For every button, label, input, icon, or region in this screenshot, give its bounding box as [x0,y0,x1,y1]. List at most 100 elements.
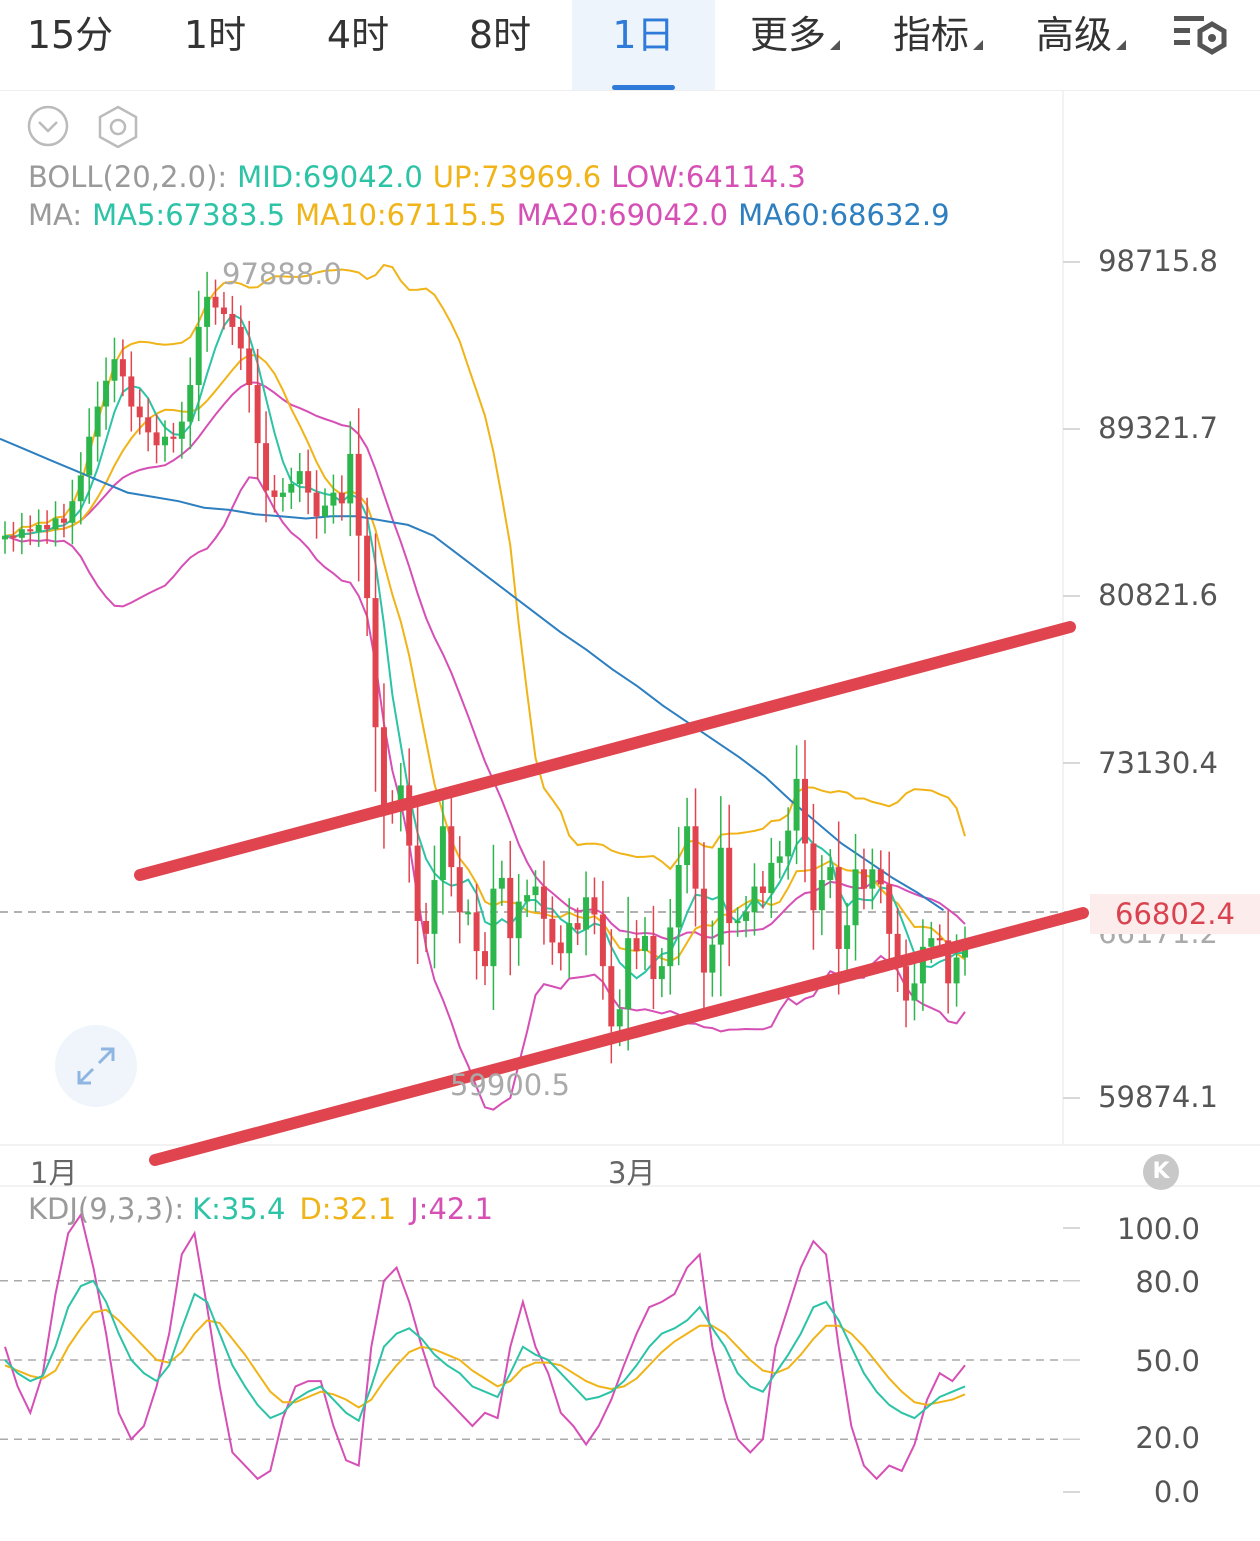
candle-body [187,385,194,422]
chart-settings-icon[interactable] [1172,10,1230,60]
candle-body [439,826,446,881]
candle-body [482,951,488,967]
tab-8h[interactable]: 8时 [430,0,570,90]
candle-body [288,484,295,493]
candle-body [793,778,800,831]
price-axis-label: 73130.4 [1098,746,1218,780]
candle-body [936,938,943,941]
ma60-value: MA60:68632.9 [738,198,950,232]
candle-body [372,598,379,728]
tab-label: 15分 [26,13,114,57]
candle-body [18,529,25,538]
tab-4h[interactable]: 4时 [288,0,428,90]
candle-body [448,826,455,868]
chevron-down-circle-icon[interactable] [27,105,69,147]
candle-body [692,826,699,889]
candle-body [734,920,741,924]
candle-body [153,432,160,446]
hexagon-gear-icon[interactable] [98,105,138,148]
max-price-label: 97888.0 [222,257,342,291]
candle-body [229,313,236,327]
date-axis-label: 1月 [30,1156,78,1190]
current-price-tag: 66802.4 [1090,894,1260,934]
candle-body [540,886,547,919]
tab-1d[interactable]: 1日 [572,0,715,90]
candle-body [776,856,783,863]
candle-body [869,869,876,889]
candle-body [128,376,135,407]
candle-body [330,492,337,506]
candle-body [616,1009,623,1027]
tab-1h[interactable]: 1时 [145,0,285,90]
candle-body [364,535,371,599]
candle-body [246,348,253,386]
candle-body [103,380,110,407]
candle-body [886,884,893,934]
candle-body [726,847,733,924]
ma60-line [0,437,945,912]
candle-body [700,888,707,973]
candle-body [60,518,67,523]
tab-advanced[interactable]: 高级 [1016,0,1146,90]
candle-body [532,886,539,896]
candle-body [684,826,691,865]
candle-body [574,923,581,930]
kdj-axis-label: 0.0 [1153,1475,1200,1509]
candle-body [397,785,404,810]
candle-body [254,385,261,444]
candle-body [759,886,766,893]
price-axis-label: 80821.6 [1098,578,1218,612]
expand-arrows-icon[interactable] [55,1025,137,1107]
candle-body [515,901,522,939]
candle-body [566,923,573,954]
candle-body [557,942,564,954]
candle-body [313,492,320,517]
kline-badge-icon[interactable]: K [1143,1154,1179,1190]
candle-body [431,880,438,934]
tab-label: 8时 [468,13,532,57]
candle-body [414,845,421,921]
candle-body [347,453,354,504]
tab-more[interactable]: 更多 [730,0,860,90]
candle-body [465,912,472,915]
tab-label: 1时 [183,13,247,57]
candle-body [844,925,851,949]
boll-low: LOW:64114.3 [611,160,806,194]
lower-channel-line [149,907,1089,1166]
candle-body [27,529,34,532]
candle-body [633,938,640,952]
tab-indicators[interactable]: 指标 [873,0,1003,90]
candle-body [178,421,185,439]
candle-body [675,864,682,928]
candle-body [642,936,648,952]
candle-body [296,471,303,485]
tab-15m[interactable]: 15分 [0,0,140,90]
candle-body [877,869,884,885]
candle-body [111,359,118,381]
candle-body [953,957,960,984]
candle-body [2,535,8,540]
candle-body [220,307,227,314]
price-axis-label: 98715.8 [1098,244,1218,278]
candle-body [237,326,244,349]
upper-channel-line [134,621,1076,881]
kdj-j: J:42.1 [410,1192,494,1226]
candle-body [583,897,590,930]
candle-body [170,436,177,439]
tab-label: 更多 [749,13,826,57]
candle-body [162,436,168,446]
candle-body [962,944,968,958]
ma20-line [4,381,966,942]
kdj-axis-label: 20.0 [1135,1421,1200,1455]
boll-name: BOLL(20,2.0): [28,160,228,194]
timeframe-tabbar: 15分 1时 4时 8时 1日 更多 指标 高级 [0,0,1260,91]
kdj-title: KDJ(9,3,3): [28,1192,185,1226]
boll-lower-line [4,476,966,1111]
min-price-label: 59900.5 [450,1068,570,1102]
tab-label: 1日 [612,13,675,57]
boll-legend: BOLL(20,2.0): MID:69042.0 UP:73969.6 LOW:64… [28,160,816,194]
candle-body [69,501,76,523]
candle-body [136,406,143,418]
candle-body [77,475,84,502]
